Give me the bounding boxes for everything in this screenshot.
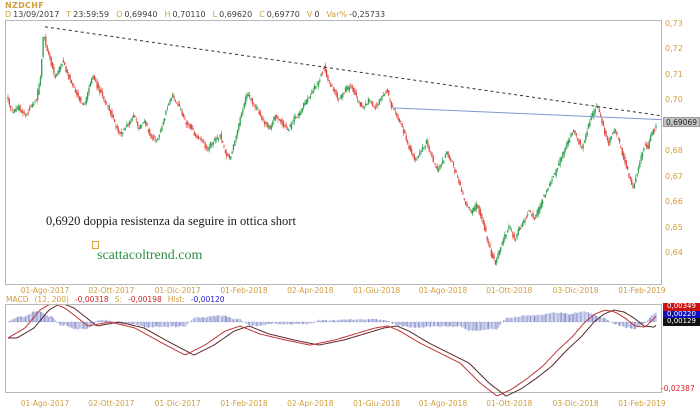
header-field-T: T 23:59:59 bbox=[66, 10, 109, 19]
price-tick-0_66: 0,66 bbox=[665, 197, 683, 206]
macd-params: (12, 200) bbox=[34, 295, 69, 304]
macd-hist-label: Hist: bbox=[167, 295, 185, 304]
macd-min-label: -0,02387 bbox=[661, 384, 695, 393]
watermark-square-icon bbox=[92, 241, 99, 249]
x-tick-01-Giu-2018: 01-Giu-2018 bbox=[353, 399, 401, 408]
macd-header: MACD (12, 200) -0,00318 S: -0,00198 Hist: -0,0… bbox=[6, 295, 225, 304]
header-field-key: H bbox=[164, 10, 171, 19]
x-tick-01-Ott-2018: 01-Ott-2018 bbox=[486, 399, 533, 408]
header-field-key: D bbox=[5, 10, 12, 19]
price-tick-0_70: 0,70 bbox=[665, 95, 683, 104]
price-tick-0_68: 0,68 bbox=[665, 146, 683, 155]
header-field-value: 0,70110 bbox=[172, 10, 206, 19]
x-tick-01-Feb-2018: 01-Feb-2018 bbox=[220, 286, 268, 295]
header-field-Var: Var% -0,25733 bbox=[326, 10, 385, 19]
x-tick-03-Dic-2018: 03-Dic-2018 bbox=[552, 399, 599, 408]
header-field-value: 0 bbox=[314, 10, 320, 19]
x-tick-02-Ott-2017: 02-Ott-2017 bbox=[88, 399, 135, 408]
header-field-L: L 0,69620 bbox=[213, 10, 253, 19]
price-chart-canvas[interactable] bbox=[6, 21, 661, 283]
price-tick-0_71: 0,71 bbox=[665, 69, 683, 79]
price-tick-0_64: 0,64 bbox=[665, 248, 683, 257]
header-field-value: 0,69940 bbox=[124, 10, 158, 19]
header-field-key: O bbox=[116, 10, 123, 19]
last-price-label: 0,69069 bbox=[663, 117, 700, 127]
header-field-C: C 0,69770 bbox=[259, 10, 300, 19]
watermark-link[interactable]: scattacoltrend.com bbox=[97, 248, 203, 263]
header-field-O: O 0,69940 bbox=[116, 10, 157, 19]
x-tick-01-Ago-2018: 01-Ago-2018 bbox=[418, 399, 468, 408]
macd-box-2: 0,00129 bbox=[663, 317, 700, 326]
ohlc-header: D 13/09/2017 T 23:59:59 O 0,69940 H 0,70110 L 0,6… bbox=[5, 10, 385, 19]
header-field-value: 0,69770 bbox=[266, 10, 300, 19]
header-field-value: 23:59:59 bbox=[73, 10, 110, 19]
macd-hist-value: -0,00120 bbox=[190, 295, 225, 304]
x-tick-02-Apr-2018: 02-Apr-2018 bbox=[287, 286, 334, 295]
header-field-D: D 13/09/2017 bbox=[5, 10, 59, 19]
x-tick-02-Apr-2018: 02-Apr-2018 bbox=[287, 399, 334, 408]
header-field-value: 13/09/2017 bbox=[13, 10, 60, 19]
price-tick-0_65: 0,65 bbox=[665, 222, 683, 232]
header-field-H: H 0,70110 bbox=[165, 10, 206, 19]
price-tick-0_73: 0,73 bbox=[665, 18, 683, 28]
annotation-text: 0,6920 doppia resistenza da seguire in o… bbox=[46, 214, 296, 228]
macd-value: -0,00318 bbox=[74, 295, 109, 304]
macd-box-1: 0,00220 bbox=[663, 310, 700, 318]
x-tick-01-Ago-2017: 01-Ago-2017 bbox=[20, 286, 70, 295]
x-tick-01-Feb-2019: 01-Feb-2019 bbox=[618, 286, 666, 295]
x-tick-01-Feb-2018: 01-Feb-2018 bbox=[220, 399, 268, 408]
symbol-title: NZDCHF bbox=[5, 1, 44, 10]
x-tick-01-Dic-2017: 01-Dic-2017 bbox=[154, 286, 201, 295]
header-field-key: Var% bbox=[326, 10, 348, 19]
header-field-key: T bbox=[66, 10, 72, 19]
macd-label: MACD bbox=[6, 295, 29, 304]
x-tick-01-Ago-2018: 01-Ago-2018 bbox=[418, 286, 468, 295]
x-tick-01-Ott-2018: 01-Ott-2018 bbox=[486, 286, 533, 295]
price-tick-0_67: 0,67 bbox=[665, 171, 683, 181]
x-tick-02-Ott-2017: 02-Ott-2017 bbox=[88, 286, 135, 295]
macd-canvas[interactable] bbox=[6, 305, 661, 401]
header-field-value: 0,69620 bbox=[219, 10, 253, 19]
macd-box-0: 0,00349 bbox=[663, 302, 700, 311]
price-panel-border bbox=[5, 20, 662, 285]
header-field-key: V bbox=[306, 10, 313, 19]
header-field-key: C bbox=[259, 10, 265, 19]
header-field-value: -0,25733 bbox=[349, 10, 386, 19]
price-tick-0_72: 0,72 bbox=[665, 44, 683, 53]
x-tick-01-Giu-2018: 01-Giu-2018 bbox=[353, 286, 401, 295]
x-tick-03-Dic-2018: 03-Dic-2018 bbox=[552, 286, 599, 295]
macd-signal-value: -0,00198 bbox=[128, 295, 162, 304]
header-field-key: L bbox=[212, 10, 218, 19]
x-tick-01-Dic-2017: 01-Dic-2017 bbox=[154, 399, 201, 408]
x-tick-01-Ago-2017: 01-Ago-2017 bbox=[20, 399, 70, 408]
macd-signal-label: S: bbox=[114, 295, 122, 304]
x-tick-01-Feb-2019: 01-Feb-2019 bbox=[618, 399, 666, 408]
